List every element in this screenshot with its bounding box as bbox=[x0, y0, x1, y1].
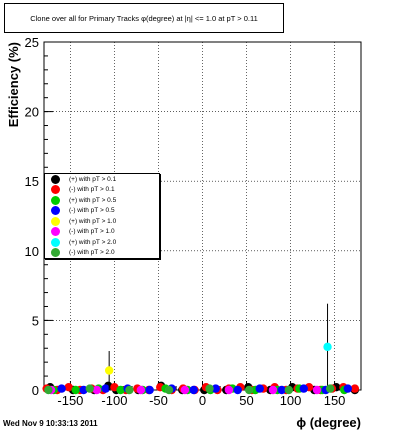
data-point bbox=[244, 385, 254, 395]
legend-entry: (-) with pT > 2.0 bbox=[45, 248, 159, 259]
legend-marker bbox=[51, 195, 60, 205]
y-tick-label: 0 bbox=[32, 383, 39, 398]
legend-marker bbox=[51, 248, 60, 258]
data-point bbox=[299, 384, 308, 393]
data-point bbox=[211, 384, 220, 393]
data-point bbox=[125, 385, 134, 395]
data-point bbox=[85, 384, 94, 393]
data-point bbox=[233, 385, 242, 395]
x-tick-label: -100 bbox=[101, 393, 127, 408]
legend-marker bbox=[51, 237, 60, 247]
legend-marker bbox=[51, 206, 60, 216]
legend-label: (+) with pT > 2.0 bbox=[69, 238, 117, 246]
legend-label: (-) with pT > 0.5 bbox=[69, 207, 115, 215]
data-point bbox=[104, 366, 114, 375]
data-point bbox=[116, 385, 125, 395]
data-point bbox=[189, 385, 198, 395]
x-tick-label: 100 bbox=[280, 393, 302, 408]
y-tick-label: 15 bbox=[25, 174, 39, 189]
legend-label: (+) with pT > 1.0 bbox=[69, 217, 117, 225]
legend-label: (+) with pT > 0.5 bbox=[69, 196, 117, 204]
data-point bbox=[350, 384, 360, 393]
y-tick-label: 5 bbox=[32, 313, 39, 328]
data-point bbox=[343, 384, 352, 393]
data-point bbox=[136, 385, 146, 395]
legend: (+) with pT > 0.1 (-) with pT > 0.1 (+) wi… bbox=[44, 173, 160, 259]
data-point bbox=[180, 385, 190, 395]
data-point bbox=[57, 384, 66, 393]
data-point bbox=[312, 385, 322, 395]
x-tick-label: -150 bbox=[57, 393, 83, 408]
data-point bbox=[205, 384, 214, 393]
legend-entry: (+) with pT > 0.5 bbox=[45, 195, 159, 206]
x-axis-label: ϕ (degree) bbox=[296, 415, 361, 430]
legend-marker bbox=[51, 174, 60, 184]
x-tick-label: 150 bbox=[324, 393, 346, 408]
data-point bbox=[101, 384, 110, 393]
x-tick-label: -50 bbox=[149, 393, 168, 408]
legend-entry: (-) with pT > 0.1 bbox=[45, 185, 159, 196]
y-tick-label: 20 bbox=[25, 105, 39, 120]
data-point bbox=[255, 384, 264, 393]
points bbox=[42, 303, 360, 395]
data-point bbox=[145, 385, 154, 395]
data-point bbox=[277, 385, 286, 395]
y-tick-label: 10 bbox=[25, 244, 39, 259]
legend-label: (-) with pT > 1.0 bbox=[69, 228, 115, 236]
data-point bbox=[64, 383, 73, 392]
legend-entry: (+) with pT > 1.0 bbox=[45, 216, 159, 227]
data-point bbox=[92, 385, 102, 395]
legend-entry: (-) with pT > 0.5 bbox=[45, 206, 159, 217]
data-point bbox=[44, 385, 53, 395]
legend-entry: (-) with pT > 1.0 bbox=[45, 227, 159, 238]
data-point bbox=[164, 385, 174, 395]
data-point bbox=[71, 385, 80, 395]
x-tick-label: 50 bbox=[239, 393, 253, 408]
y-axis-label: Efficiency (%) bbox=[6, 42, 21, 127]
chart-title-text: Clone over all for Primary Tracks φ(degr… bbox=[30, 13, 258, 23]
legend-entry: (+) with pT > 0.1 bbox=[45, 174, 159, 185]
x-tick-label: 0 bbox=[199, 393, 206, 408]
data-point bbox=[268, 385, 278, 395]
data-point bbox=[325, 384, 335, 393]
data-point bbox=[284, 385, 293, 395]
legend-label: (+) with pT > 0.1 bbox=[69, 175, 117, 183]
timestamp: Wed Nov 9 10:33:13 2011 bbox=[3, 419, 98, 428]
data-point bbox=[323, 342, 332, 352]
legend-marker bbox=[51, 227, 60, 237]
legend-marker bbox=[51, 216, 60, 226]
chart-title: Clone over all for Primary Tracks φ(degr… bbox=[4, 3, 284, 33]
legend-label: (-) with pT > 2.0 bbox=[69, 249, 115, 257]
legend-label: (-) with pT > 0.1 bbox=[69, 186, 115, 194]
data-point bbox=[224, 385, 234, 395]
legend-marker bbox=[51, 185, 60, 195]
y-tick-label: 25 bbox=[25, 35, 39, 50]
legend-entry: (+) with pT > 2.0 bbox=[45, 237, 159, 248]
